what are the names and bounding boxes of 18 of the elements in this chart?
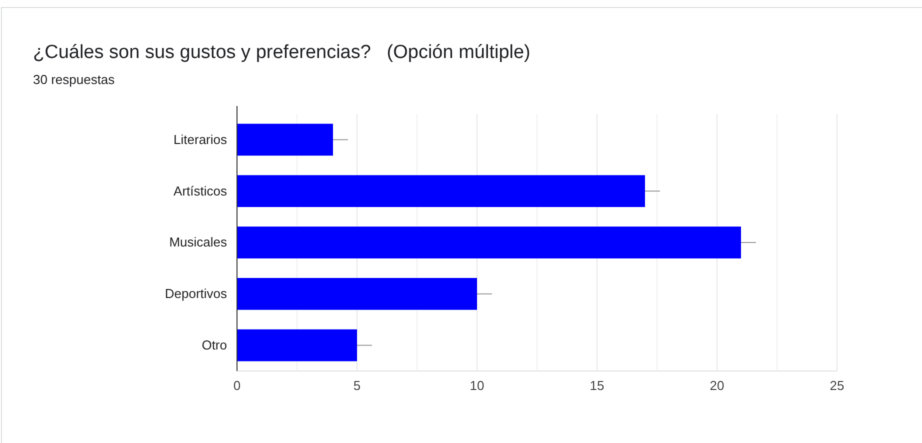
bar [237,329,357,362]
x-tick-label: 10 [470,378,484,394]
x-tick-label: 15 [590,378,604,394]
chart-title: ¿Cuáles son sus gustos y preferencias? (Opción múltiple) [33,42,530,63]
y-tick-label: Artísticos [174,183,228,198]
y-tick-label: Musicales [169,234,228,250]
text: 30 respuestas [33,72,116,87]
bar [237,278,477,310]
x-tick-label: 25 [830,378,844,394]
bar [237,226,741,258]
y-tick-label: Deportivos [164,286,228,302]
bar [237,124,333,156]
x-tick-label: 5 [353,378,361,394]
x-tick-label: 20 [710,378,724,394]
y-tick-label: Literarios [174,132,228,147]
y-tick-label: Otro [202,337,227,352]
x-tick-label: 0 [233,378,241,394]
bar [237,175,645,208]
